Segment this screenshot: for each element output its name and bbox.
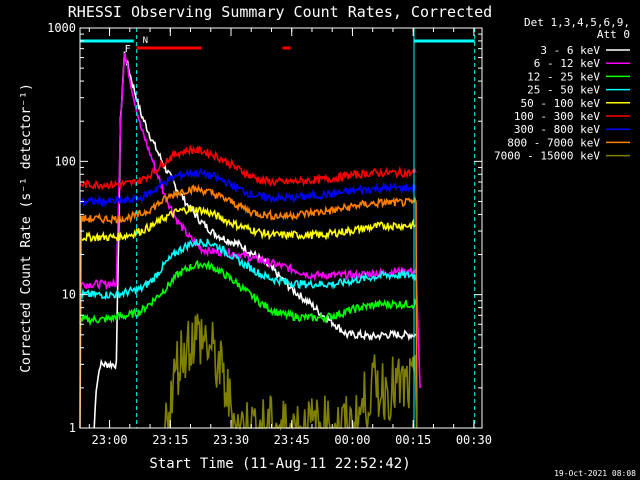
plot-area	[79, 28, 476, 432]
y-tick-label: 10	[62, 288, 76, 302]
footer-timestamp: 19-Oct-2021 08:08	[554, 469, 636, 478]
night-flag: N	[143, 36, 148, 46]
y-tick-label: 1000	[47, 21, 76, 35]
legend-label: 3 - 6 keV	[540, 44, 600, 57]
series-line-5	[79, 144, 417, 191]
detector-info: Det 1,3,4,5,6,9, Att 0	[524, 16, 630, 41]
chart-title: RHESSI Observing Summary Count Rates, Co…	[68, 3, 492, 21]
legend-label: 800 - 7000 keV	[507, 136, 600, 149]
series-line-2	[79, 259, 417, 327]
series-line-8	[164, 313, 418, 432]
x-tick-label: 23:15	[152, 433, 188, 447]
y-axis-label: Corrected Count Rate (s⁻¹ detector⁻¹)	[19, 83, 34, 373]
markers-layer	[80, 28, 476, 428]
series-line-3	[79, 238, 417, 301]
legend-label: 6 - 12 keV	[534, 57, 601, 70]
series-line-6	[79, 167, 417, 208]
y-axis: 1 10 100 1000	[47, 21, 482, 435]
plot-frame	[79, 27, 483, 429]
x-tick-label: 00:00	[334, 433, 370, 447]
legend-label: 25 - 50 keV	[527, 84, 600, 97]
detector-info-line: Det 1,3,4,5,6,9,	[524, 16, 630, 29]
detector-info-line: Att 0	[597, 28, 630, 41]
series-line-4	[79, 205, 417, 243]
legend-label: 100 - 300 keV	[514, 110, 600, 123]
x-tick-label: 23:00	[91, 433, 127, 447]
x-tick-label: 23:30	[213, 433, 249, 447]
series-line-0	[93, 51, 417, 429]
x-tick-label: 00:15	[395, 433, 431, 447]
x-axis-label: Start Time (11-Aug-11 22:52:42)	[149, 456, 410, 472]
legend-label: 300 - 800 keV	[514, 123, 600, 136]
legend-label: 12 - 25 keV	[527, 70, 600, 83]
legend-label: 50 - 100 keV	[521, 97, 601, 110]
x-tick-label: 00:30	[456, 433, 492, 447]
x-tick-label: 23:45	[274, 433, 310, 447]
y-tick-label: 1	[69, 421, 76, 435]
legend-label: 7000 - 15000 keV	[494, 150, 600, 163]
x-axis: 23:00 23:15 23:30 23:45 00:00 00:15 00:30	[88, 28, 492, 447]
y-tick-label: 100	[54, 154, 76, 168]
flare-flag: F	[125, 44, 131, 55]
